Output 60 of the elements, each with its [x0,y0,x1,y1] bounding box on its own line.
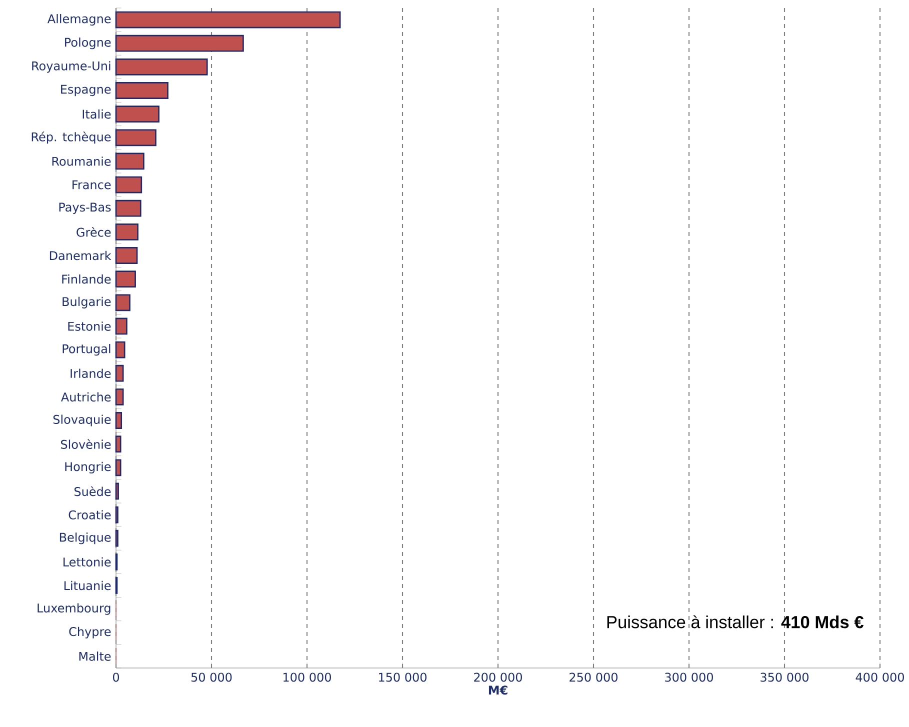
y-tick-label: Luxembourg [38,603,110,615]
y-tick-label: Lettonie [64,557,111,567]
y-tick-label: Portugal [62,344,110,356]
y-tick-label: Hongrie [65,462,111,474]
x-tick-label: 100 000 [284,672,331,682]
bar [115,412,122,429]
bar [115,270,136,288]
y-tick-label: Slovènie [60,439,111,449]
bar [115,129,156,146]
y-tick-label: Pologne [65,38,111,50]
bar [115,11,341,28]
x-tick-label: 50 000 [191,672,232,682]
y-tick-label: Grèce [76,227,111,237]
y-tick-label: Espagne [61,84,111,96]
y-tick-label: Belgique [60,532,111,544]
x-axis-title: M€ [488,686,508,695]
y-tick-label: Royaume-Uni [32,61,110,73]
bar [115,58,208,76]
x-tick-label: 400 000 [856,672,904,682]
bar [115,364,124,382]
bar [115,176,142,194]
y-tick-label: Finlande [62,274,111,284]
y-tick-label: Italie [82,109,111,119]
bar [115,247,138,264]
y-tick-label: Croatie [68,510,111,520]
y-tick-label: Pays-Bas [59,202,111,214]
y-tick-label: Rép. tchèque [32,132,111,144]
y-tick-label: Irlande [70,368,111,378]
x-tick-label: 150 000 [379,672,426,682]
x-tick-label: 200 000 [474,672,522,682]
x-tick-label: 250 000 [570,672,618,682]
y-tick-label: Chypre [69,626,111,638]
bar [115,152,144,170]
y-tick-label: Autriche [61,392,111,402]
y-tick-label: Danemark [50,250,112,260]
bar [115,82,168,99]
y-tick-label: Malte [79,652,111,661]
y-tick-label: Slovaquie [53,414,111,426]
bar [115,223,138,240]
y-tick-label: Estonie [68,322,111,331]
bar [115,341,126,358]
bar [115,318,128,335]
y-tick-label: Allemagne [47,14,111,26]
y-tick-label: France [72,180,111,190]
bar [115,106,160,123]
bar [115,294,130,312]
bar [115,388,124,406]
bar [115,459,122,476]
bar [115,436,122,453]
y-tick-label: Lituanie [64,580,111,590]
bar [115,482,119,500]
annotation: Puissance à installer : 410 Mds € [607,615,864,628]
x-tick-label: 350 000 [760,672,808,682]
bar [115,34,244,52]
x-tick-label: 0 [112,672,120,682]
y-tick-label: Bulgarie [62,296,111,308]
x-tick-label: 300 000 [665,672,713,682]
y-tick-label: Roumanie [52,156,111,166]
bar [115,200,142,217]
y-tick-label: Suède [74,486,111,496]
